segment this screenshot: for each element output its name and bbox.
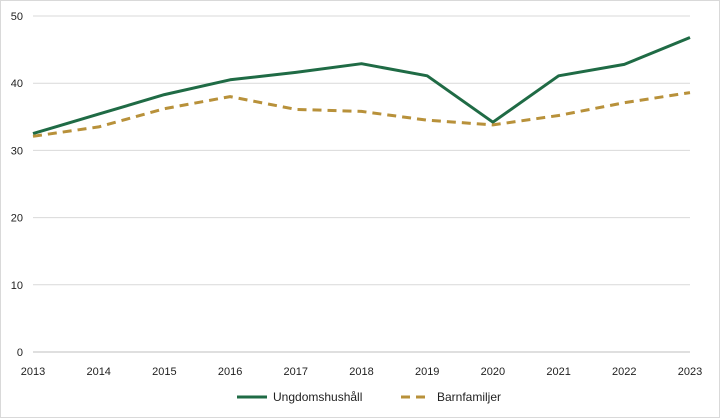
- axes: 0 10 20 30 40 50 2013 2014 2015 2016 2017 2018 2019 2…: [11, 11, 702, 378]
- x-tick-label: 2021: [546, 366, 570, 378]
- y-tick-label: 50: [11, 11, 23, 23]
- x-tick-label: 2020: [481, 366, 505, 378]
- y-tick-label: 10: [11, 280, 23, 292]
- x-tick-label: 2018: [349, 366, 373, 378]
- x-tick-label: 2022: [612, 366, 636, 378]
- x-tick-label: 2016: [218, 366, 242, 378]
- y-tick-label: 20: [11, 213, 23, 225]
- legend-label: Barnfamiljer: [437, 390, 501, 404]
- y-tick-label: 0: [17, 347, 23, 359]
- y-tick-label: 40: [11, 78, 23, 90]
- grid-lines: [33, 15, 690, 286]
- x-tick-label: 2014: [86, 366, 110, 378]
- x-tick-label: 2017: [284, 366, 308, 378]
- series-lines: [32, 36, 691, 138]
- x-tick-label: 2019: [415, 366, 439, 378]
- x-tick-label: 2023: [678, 366, 702, 378]
- legend-label: Ungdomshushåll: [273, 390, 362, 404]
- legend: Ungdomshushåll Barnfamiljer: [237, 390, 501, 404]
- y-tick-label: 30: [11, 145, 23, 157]
- x-tick-label: 2013: [21, 366, 45, 378]
- series-line-1: [32, 36, 691, 136]
- x-tick-label: 2015: [152, 366, 176, 378]
- series-line-2: [32, 91, 691, 138]
